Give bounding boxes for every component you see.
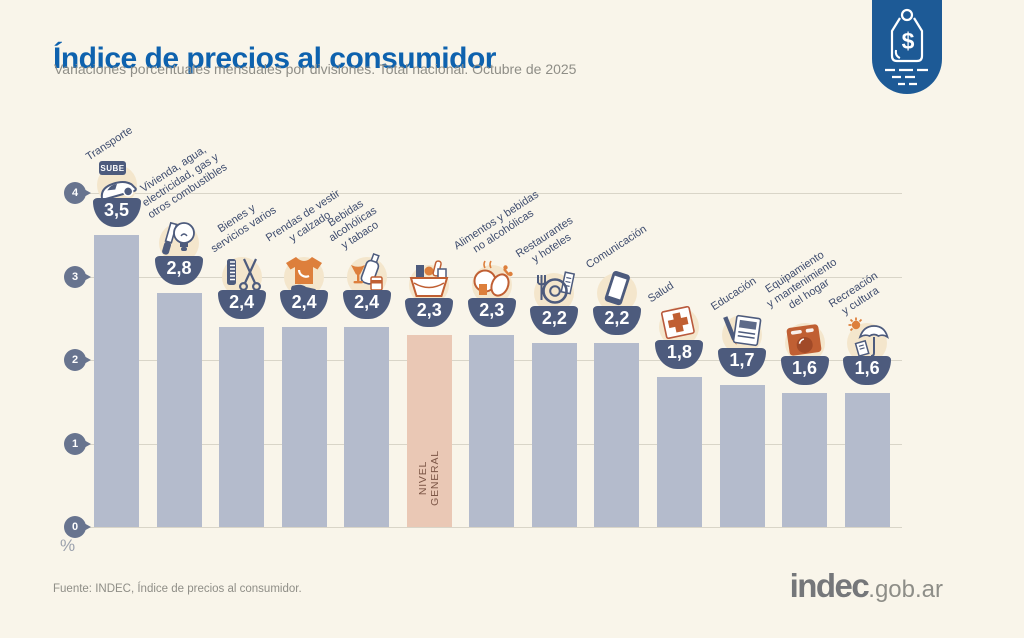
y-axis-tick-1: 1 [64,432,91,455]
category-label-bienes-servicios: Bienes y servicios varios [208,201,279,255]
gridline-4 [88,193,902,194]
recreacion-icon [843,316,891,364]
bar-transporte [94,234,139,527]
value-bubble-canasta: 2,3 [405,297,454,327]
bar-bienes-servicios [219,326,265,527]
y-axis-tick-2: 2 [64,349,91,371]
bar-recreacion [844,393,890,527]
value-bubble-transporte: 3,5 [92,197,141,227]
gridline-0 [88,527,902,528]
transporte-icon: SUBE [93,158,141,206]
bar-comunicacion [594,343,640,527]
value-bubble-alimentos: 2,3 [467,297,516,327]
bebidas-tabaco-icon [343,250,391,298]
price-tag-badge: $ [872,0,942,94]
value-bubble-restaurantes: 2,2 [530,306,579,336]
bar-vivienda [156,293,202,527]
value-bubble-educacion: 1,7 [718,348,766,378]
equipamiento-icon [781,316,829,364]
y-axis-unit-label: % [60,536,76,555]
bar-equipamiento [782,393,828,527]
value-bubble-prendas: 2,4 [280,289,329,319]
source-note: Fuente: INDEC, Índice de precios al cons… [53,583,302,595]
vivienda-icon [155,216,203,264]
svg-text:SUBE: SUBE [100,164,124,173]
category-label-comunicacion: Comunicación [583,223,649,272]
prendas-icon [280,250,328,298]
page-title: Índice de precios al consumidor [53,42,496,76]
value-bubble-equipamiento: 1,6 [780,356,829,386]
restaurantes-icon [530,266,578,314]
bar-bebidas-tabaco [344,326,390,527]
bar-educacion [719,385,765,527]
canasta-icon [405,258,453,306]
value-bubble-salud: 1,8 [655,339,704,369]
y-axis-tick-0: 0 [64,516,91,538]
bar-alimentos [469,334,515,527]
bar-prendas [281,326,327,527]
value-bubble-vivienda: 2,8 [155,256,204,286]
bienes-servicios-icon [218,250,266,298]
value-bubble-bienes-servicios: 2,4 [217,289,266,319]
value-bubble-bebidas-tabaco: 2,4 [342,289,391,319]
comunicacion-icon [593,266,641,314]
value-bubble-comunicacion: 2,2 [592,306,641,336]
indec-logo: indec .gob.ar [790,567,943,605]
bar-canasta [406,334,452,527]
y-axis-tick-3: 3 [64,265,91,288]
page-subtitle: Variaciones porcentuales mensuales por d… [54,61,577,77]
nivel-general-vertical-label: NIVEL GENERAL [417,450,442,506]
salud-icon [655,300,703,348]
category-label-vivienda: Vivienda, agua, electricidad, gas y otros … [138,143,230,222]
alimentos-icon [468,258,516,306]
badge-dollar-symbol: $ [902,28,915,54]
y-axis-tick-4: 4 [64,182,91,204]
indec-logo-domain: .gob.ar [868,576,943,603]
price-tag-icon: $ [885,8,928,86]
educacion-icon [718,308,766,356]
bar-salud [656,376,702,527]
bar-restaurantes [531,343,577,527]
indec-logo-brand: indec [789,567,870,604]
value-bubble-recreacion: 1,6 [843,356,892,386]
